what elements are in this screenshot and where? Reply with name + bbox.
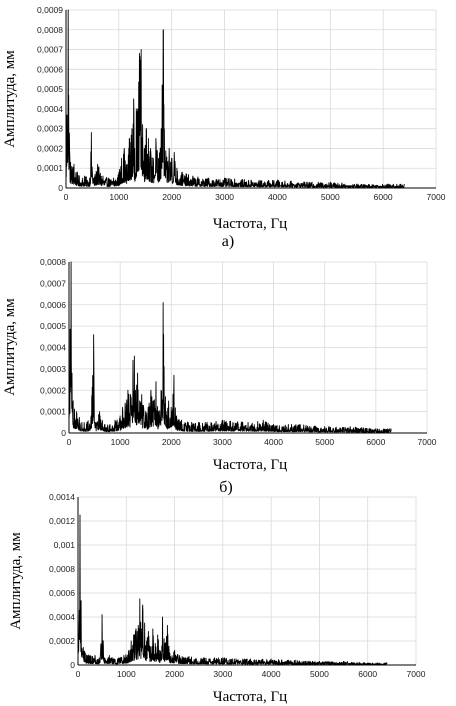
- y-axis-title: Амплитуда, мм: [2, 298, 18, 396]
- y-tick-label: 0,0004: [49, 612, 75, 622]
- y-tick-label: 0,0002: [49, 636, 75, 646]
- y-axis-title: Амплитуда, мм: [8, 532, 24, 630]
- y-tick-label: 0,0009: [37, 5, 63, 15]
- x-tick-label: 7000: [418, 437, 437, 447]
- x-tick-label: 5000: [315, 437, 334, 447]
- x-tick-label: 0: [67, 437, 72, 447]
- y-tick-label: 0,0006: [49, 588, 75, 598]
- plot-area: [66, 10, 436, 188]
- x-tick-label: 0: [64, 192, 69, 202]
- y-tick-label: 0,0004: [40, 343, 66, 353]
- y-tick-label: 0,0008: [40, 257, 66, 267]
- y-tick-label: 0,0014: [49, 492, 75, 502]
- chart-c: 0 0,0002 0,0004 0,0006 0,0008 0,001 0,0012 0,00…: [8, 492, 426, 705]
- y-tick-label: 0,0012: [49, 516, 75, 526]
- panel-caption: а): [222, 233, 234, 250]
- y-axis-title: Амплитуда, мм: [2, 50, 18, 148]
- x-tick-label: 1000: [109, 192, 128, 202]
- plot-area: [78, 497, 416, 665]
- chart-a: 0 0,0001 0,0002 0,0003 0,0004 0,0005 0,0006 0,0…: [2, 5, 446, 250]
- panel-caption: б): [219, 479, 232, 496]
- x-tick-label: 4000: [262, 669, 281, 679]
- x-tick-label: 5000: [310, 669, 329, 679]
- chart-b: 0 0,0001 0,0002 0,0003 0,0004 0,0005 0,0006 0,0…: [2, 257, 437, 496]
- y-tick-label: 0: [58, 183, 63, 193]
- y-tick-label: 0: [70, 660, 75, 670]
- x-axis-title: Частота, Гц: [213, 457, 287, 473]
- x-axis-title: Частота, Гц: [213, 689, 287, 705]
- x-tick-label: 5000: [321, 192, 340, 202]
- x-tick-label: 7000: [407, 669, 426, 679]
- y-tick-label: 0,0003: [37, 124, 63, 134]
- spectrum-series: [68, 261, 392, 433]
- x-tick-label: 2000: [162, 192, 181, 202]
- spectrum-series: [77, 514, 388, 666]
- y-tick-label: 0,0001: [40, 407, 66, 417]
- x-tick-label: 2000: [165, 669, 184, 679]
- y-tick-label: 0,0002: [37, 143, 63, 153]
- y-tick-label: 0: [61, 428, 66, 438]
- x-tick-label: 2000: [162, 437, 181, 447]
- y-tick-label: 0,0008: [49, 564, 75, 574]
- y-tick-label: 0,0006: [37, 64, 63, 74]
- y-tick-label: 0,0005: [37, 84, 63, 94]
- y-tick-label: 0,001: [54, 540, 76, 550]
- x-tick-label: 3000: [213, 437, 232, 447]
- y-tick-label: 0,0008: [37, 25, 63, 35]
- spectrum-series: [65, 9, 405, 188]
- y-tick-label: 0,0001: [37, 163, 63, 173]
- x-tick-label: 6000: [366, 437, 385, 447]
- y-tick-label: 0,0003: [40, 364, 66, 374]
- y-tick-label: 0,0007: [40, 278, 66, 288]
- y-tick-label: 0,0005: [40, 321, 66, 331]
- y-tick-label: 0,0004: [37, 104, 63, 114]
- y-tick-label: 0,0006: [40, 300, 66, 310]
- y-tick-label: 0,0007: [37, 45, 63, 55]
- x-tick-label: 4000: [268, 192, 287, 202]
- x-tick-label: 1000: [117, 669, 136, 679]
- x-tick-label: 7000: [427, 192, 446, 202]
- x-tick-label: 6000: [358, 669, 377, 679]
- x-axis-title: Частота, Гц: [213, 216, 287, 232]
- y-tick-label: 0,0002: [40, 385, 66, 395]
- x-tick-label: 3000: [213, 669, 232, 679]
- x-tick-label: 4000: [264, 437, 283, 447]
- x-tick-label: 3000: [215, 192, 234, 202]
- x-tick-label: 6000: [374, 192, 393, 202]
- x-tick-label: 1000: [111, 437, 130, 447]
- x-tick-label: 0: [76, 669, 81, 679]
